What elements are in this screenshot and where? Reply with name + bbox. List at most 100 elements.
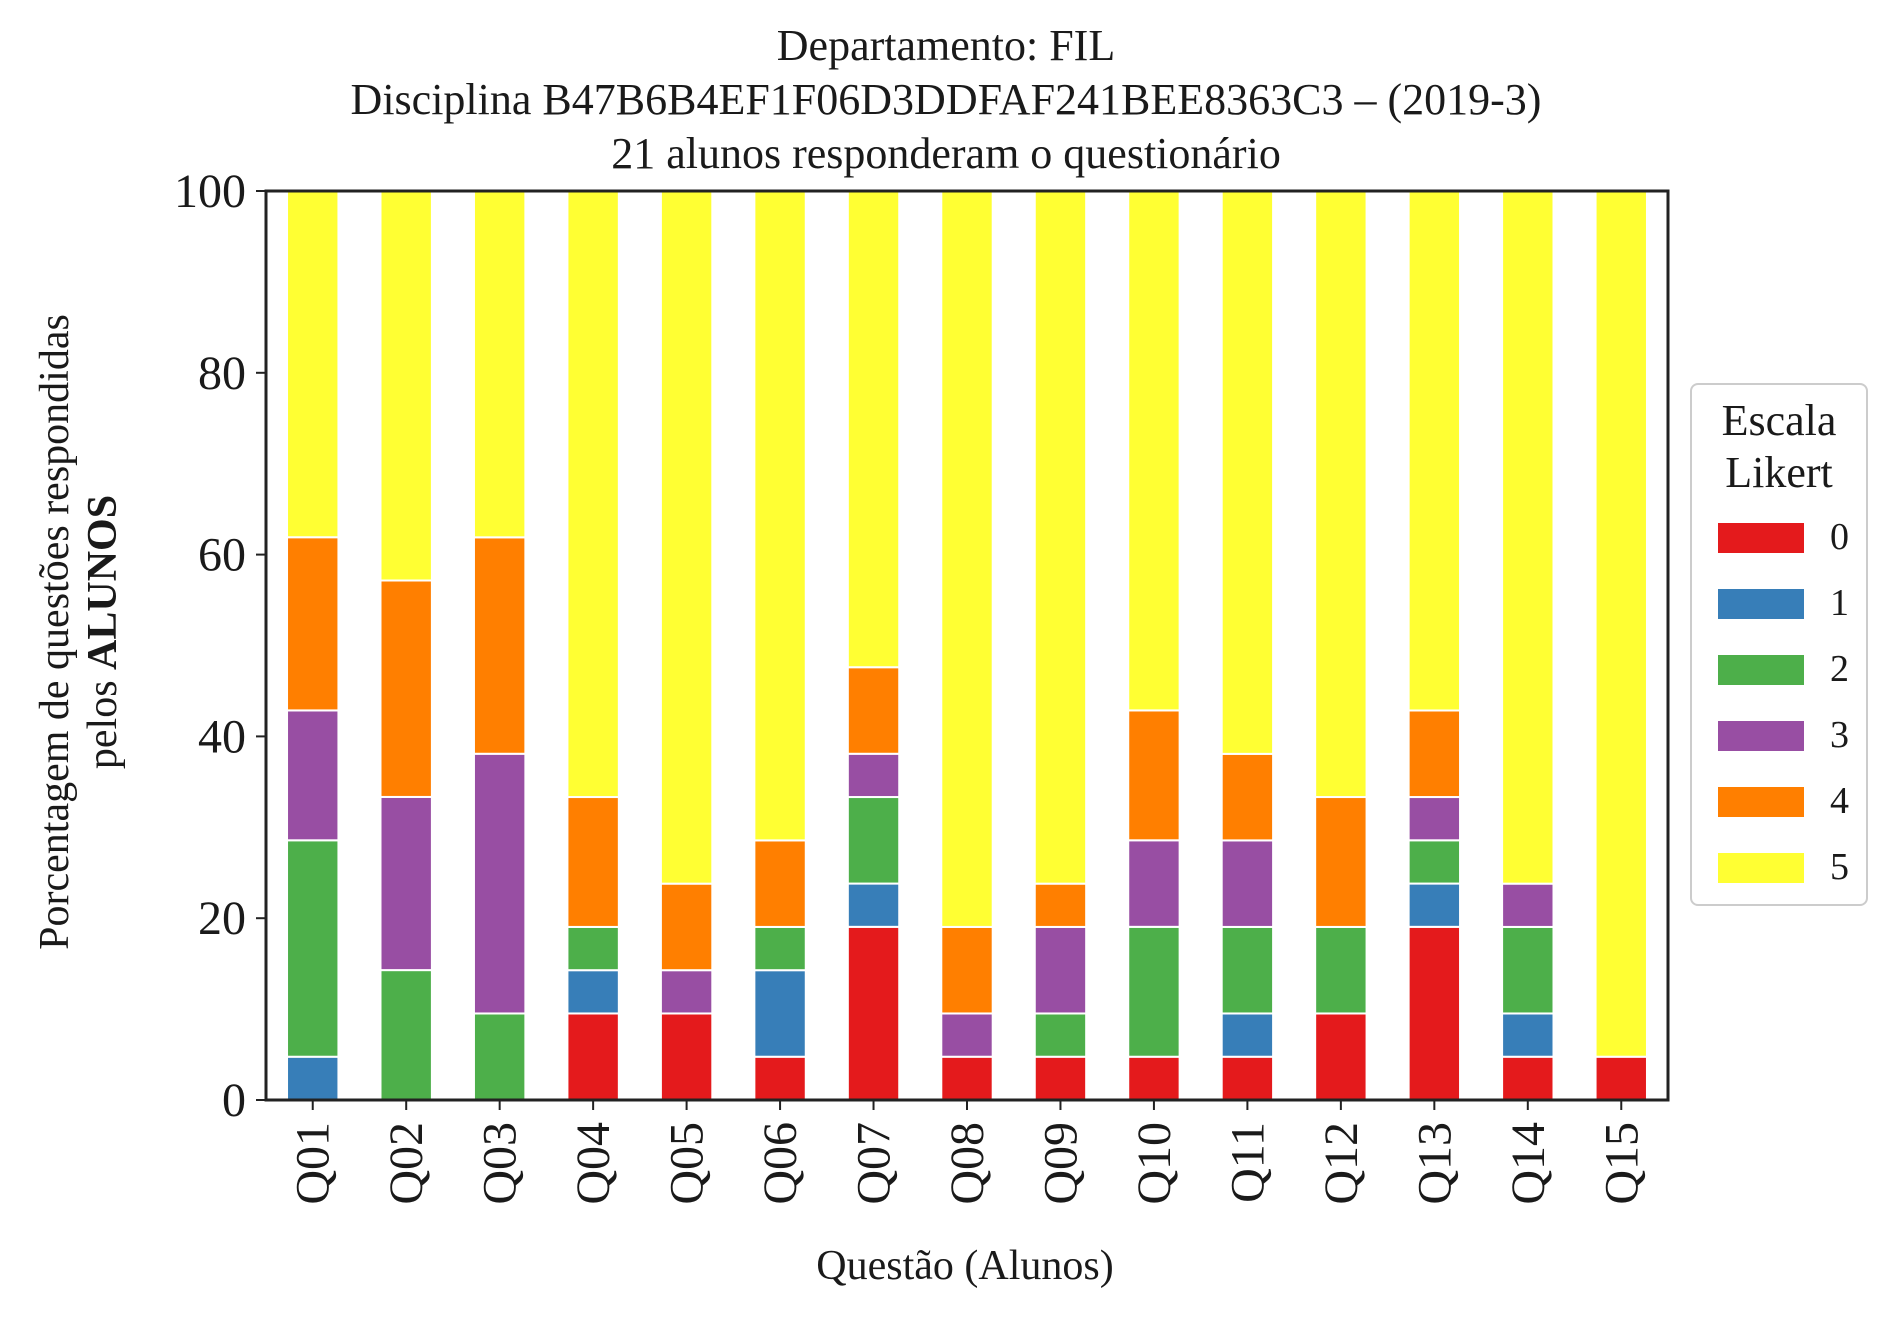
x-tick-label: Q11 <box>1221 1122 1274 1203</box>
bar-Q02-likert-2 <box>379 969 433 1101</box>
x-tick-label: Q13 <box>1408 1122 1461 1205</box>
bar-Q01-likert-2 <box>286 839 340 1058</box>
bar-Q13-likert-4 <box>1407 709 1462 799</box>
bar-Q14-likert-1 <box>1501 1012 1555 1058</box>
bar-Q14-likert-2 <box>1501 925 1555 1015</box>
y-axis-label-line-2: pelos ALUNOS <box>79 182 127 1082</box>
bar-Q01-likert-5 <box>286 189 340 539</box>
x-tick-label: Q01 <box>287 1122 340 1205</box>
y-axis-ticks: 0 20 40 60 80 100 <box>174 165 266 1127</box>
legend-label: 1 <box>1830 582 1849 624</box>
bar-Q11-likert-1 <box>1220 1012 1275 1058</box>
y-axis-label: Porcentagem de questões respondidas pelo… <box>31 182 127 1082</box>
bar-Q08-likert-3 <box>940 1012 994 1058</box>
x-tick-label: Q04 <box>567 1122 620 1205</box>
y-axis-label-line-1: Porcentagem de questões respondidas <box>32 314 78 950</box>
bar-Q10-likert-2 <box>1127 925 1181 1058</box>
bar-Q04-likert-1 <box>566 969 620 1015</box>
bar-Q10-likert-0 <box>1127 1055 1181 1101</box>
legend-swatch <box>1718 589 1804 619</box>
x-tick-label: Q15 <box>1595 1122 1648 1205</box>
bar-Q14-likert-0 <box>1501 1055 1555 1101</box>
bar-Q05-likert-3 <box>659 969 714 1015</box>
bar-Q13-likert-3 <box>1407 796 1462 842</box>
bar-Q05-likert-0 <box>659 1012 714 1101</box>
legend-swatch <box>1718 523 1804 553</box>
legend-item-4: 4 <box>1710 780 1860 822</box>
bar-Q08-likert-5 <box>940 190 994 928</box>
bar-Q07-likert-2 <box>846 796 901 885</box>
bar-Q08-likert-0 <box>940 1055 994 1101</box>
x-tick-label: Q14 <box>1502 1122 1555 1205</box>
bar-Q01-likert-3 <box>286 709 340 842</box>
y-tick-label: 20 <box>198 892 246 945</box>
bar-Q06-likert-2 <box>753 925 807 972</box>
x-axis-label: Questão (Alunos) <box>816 1243 1114 1289</box>
bar-Q07-likert-0 <box>846 925 901 1102</box>
x-tick-label: Q07 <box>848 1122 901 1205</box>
plot-frame <box>264 189 1670 1102</box>
bar-Q03-likert-3 <box>472 752 527 1015</box>
bar-Q10-likert-3 <box>1127 839 1181 928</box>
legend-item-0: 0 <box>1710 516 1860 558</box>
legend-label: 0 <box>1830 516 1849 558</box>
legend-swatch <box>1718 853 1804 883</box>
x-tick-label: Q08 <box>941 1122 994 1205</box>
bar-Q06-likert-4 <box>753 839 807 928</box>
bar-Q09-likert-3 <box>1033 925 1088 1015</box>
bar-Q08-likert-4 <box>940 925 994 1015</box>
bar-Q04-likert-4 <box>566 796 620 928</box>
bar-Q13-likert-5 <box>1407 190 1462 712</box>
bar-Q13-likert-0 <box>1407 925 1462 1102</box>
bar-Q12-likert-5 <box>1314 190 1368 799</box>
x-tick-label: Q02 <box>380 1122 433 1205</box>
legend-label: 5 <box>1830 846 1849 888</box>
bar-Q04-likert-2 <box>566 925 620 972</box>
bar-Q12-likert-4 <box>1314 796 1368 928</box>
bars-layer <box>286 189 1648 1102</box>
legend-item-5: 5 <box>1710 846 1860 888</box>
bar-Q01-likert-1 <box>286 1055 340 1101</box>
bar-Q06-likert-1 <box>753 969 807 1058</box>
bar-Q13-likert-2 <box>1407 839 1462 885</box>
y-tick-label: 40 <box>198 710 246 763</box>
legend-swatch <box>1718 721 1804 751</box>
bar-Q03-likert-5 <box>472 190 527 539</box>
bar-Q11-likert-3 <box>1220 839 1275 928</box>
legend-label: 4 <box>1830 780 1849 822</box>
chart-title-line-3: 21 alunos responderam o questionário <box>611 129 1281 178</box>
legend: Escala Likert 0 1 2 3 4 5 <box>1690 383 1868 906</box>
legend-title: Escala Likert <box>1692 395 1866 499</box>
bar-Q05-likert-5 <box>659 190 714 885</box>
bar-Q04-likert-0 <box>566 1012 620 1101</box>
y-axis-label-prefix: pelos <box>80 669 126 770</box>
bar-Q15-likert-5 <box>1594 190 1648 1058</box>
bar-Q01-likert-4 <box>286 536 340 712</box>
x-tick-label: Q06 <box>754 1122 807 1205</box>
y-tick-label: 80 <box>198 347 246 400</box>
x-tick-label: Q10 <box>1128 1122 1181 1205</box>
x-axis-ticks: Q01 Q02 Q03 Q04 Q05 Q06 Q07 Q08 Q09 Q10 Q11 Q12 Q13 Q… <box>287 1100 1648 1205</box>
bar-Q06-likert-5 <box>753 190 807 842</box>
bar-Q07-likert-5 <box>846 190 901 669</box>
bar-Q09-likert-5 <box>1033 190 1088 885</box>
bar-Q09-likert-0 <box>1033 1055 1088 1101</box>
bar-Q03-likert-4 <box>472 536 527 755</box>
bar-Q14-likert-5 <box>1501 190 1555 885</box>
x-tick-label: Q03 <box>474 1122 527 1205</box>
chart-title-line-1: Departamento: FIL <box>776 21 1116 70</box>
legend-item-1: 1 <box>1710 582 1860 624</box>
y-tick-label: 60 <box>198 529 246 582</box>
bar-Q06-likert-0 <box>753 1055 807 1101</box>
x-tick-label: Q12 <box>1315 1122 1368 1205</box>
bar-Q09-likert-4 <box>1033 882 1088 928</box>
legend-label: 2 <box>1830 648 1849 690</box>
y-tick-label: 100 <box>174 165 246 218</box>
legend-title-line-1: Escala <box>1721 396 1837 445</box>
bar-Q11-likert-5 <box>1220 190 1275 755</box>
bar-Q02-likert-4 <box>379 579 433 798</box>
legend-item-2: 2 <box>1710 648 1860 690</box>
bar-Q07-likert-4 <box>846 666 901 755</box>
bar-Q12-likert-2 <box>1314 925 1368 1015</box>
y-tick-label: 0 <box>222 1074 246 1127</box>
